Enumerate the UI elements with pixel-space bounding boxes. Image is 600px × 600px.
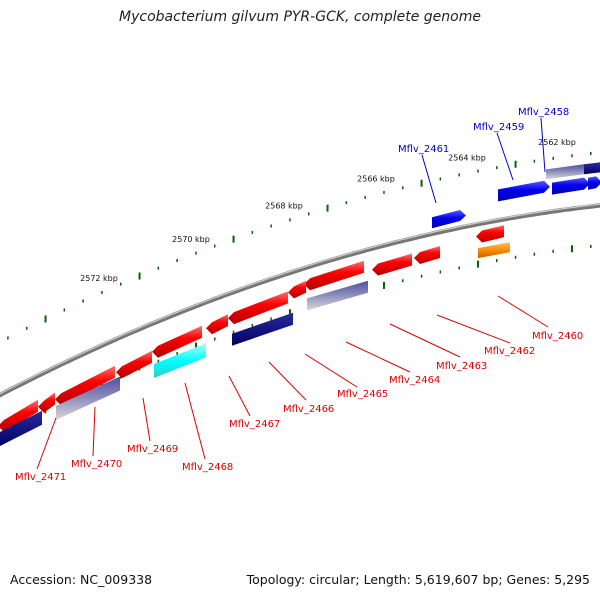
cds-box-navy bbox=[0, 410, 42, 446]
leader-line bbox=[389, 323, 461, 358]
gene-label-red: Mflv_2468 bbox=[182, 462, 233, 473]
gene-arrow-red bbox=[116, 350, 152, 379]
gene-arrow-red bbox=[414, 246, 440, 264]
gene-arrow-blue bbox=[498, 180, 550, 202]
gene-arrow-red bbox=[206, 314, 228, 335]
gene-label-red: Mflv_2466 bbox=[283, 404, 334, 415]
kbp-label: 2566 kbp bbox=[357, 175, 395, 184]
gene-label-red: Mflv_2462 bbox=[484, 346, 535, 357]
cds-box-grey bbox=[56, 376, 120, 420]
topology-text: Topology: circular; Length: 5,619,607 bp… bbox=[246, 572, 590, 587]
leader-line bbox=[92, 406, 96, 457]
leader-line bbox=[345, 341, 411, 373]
gene-label-red: Mflv_2467 bbox=[229, 419, 280, 430]
leader-line bbox=[304, 353, 358, 388]
cds-box-navy bbox=[232, 312, 293, 346]
gene-label-blue: Mflv_2461 bbox=[398, 144, 449, 155]
gene-arrow-red bbox=[152, 325, 202, 358]
kbp-label: 2564 kbp bbox=[448, 153, 486, 162]
kbp-label: 2568 kbp bbox=[265, 202, 303, 211]
cds-box-grey bbox=[307, 280, 368, 311]
gene-arrow-blue bbox=[552, 177, 590, 195]
leader-line bbox=[184, 382, 206, 460]
gene-label-blue: Mflv_2458 bbox=[518, 107, 569, 118]
leader-line bbox=[540, 117, 546, 173]
gene-label-red: Mflv_2464 bbox=[389, 375, 440, 386]
gene-label-red: Mflv_2463 bbox=[436, 361, 487, 372]
kbp-label: 2562 kbp bbox=[538, 138, 576, 147]
label-leaders bbox=[36, 117, 549, 470]
gene-arrow-red bbox=[38, 392, 55, 413]
gene-arrow-red bbox=[372, 253, 412, 276]
backbone-line bbox=[0, 203, 600, 398]
gene-arrow-red bbox=[228, 291, 288, 325]
gene-label-blue: Mflv_2459 bbox=[473, 122, 524, 133]
leader-line bbox=[268, 361, 307, 401]
kbp-labels: 2562 kbp 2564 kbp 2566 kbp 2568 kbp 2570 kbp… bbox=[80, 138, 576, 283]
kbp-label: 2572 kbp bbox=[80, 274, 118, 283]
cds-box-orange bbox=[478, 242, 510, 259]
cds-box-grey bbox=[546, 164, 584, 180]
gene-arrow-red bbox=[304, 260, 364, 291]
gene-arrow-blue bbox=[432, 210, 466, 229]
gene-labels: Mflv_2458 Mflv_2459 Mflv_2461 Mflv_2460 Mflv… bbox=[15, 107, 583, 483]
gene-label-red: Mflv_2469 bbox=[127, 444, 178, 455]
gene-label-red: Mflv_2465 bbox=[337, 389, 388, 400]
leader-line bbox=[228, 375, 251, 417]
gene-label-red: Mflv_2471 bbox=[15, 472, 66, 483]
leader-line bbox=[496, 132, 514, 181]
genome-title: Mycobacterium gilvum PYR-GCK, complete g… bbox=[119, 9, 481, 25]
leader-line bbox=[421, 154, 437, 204]
accession-text: Accession: NC_009338 bbox=[10, 572, 153, 587]
cds-box-cyan bbox=[154, 343, 206, 378]
gene-features bbox=[0, 162, 600, 446]
leader-line bbox=[36, 417, 57, 470]
gene-arrow-blue bbox=[588, 176, 600, 190]
leader-line bbox=[497, 295, 549, 328]
cds-box-navy bbox=[584, 162, 600, 175]
gene-label-red: Mflv_2470 bbox=[71, 459, 122, 470]
gene-arrow-red bbox=[0, 399, 38, 432]
leader-line bbox=[436, 314, 511, 344]
leader-line bbox=[142, 397, 151, 442]
genome-backbone bbox=[0, 203, 600, 398]
kbp-label: 2570 kbp bbox=[172, 235, 210, 244]
gene-arrow-red bbox=[55, 365, 115, 406]
gene-arrow-red bbox=[476, 225, 504, 243]
gene-arrow-red bbox=[288, 280, 306, 299]
backbone-highlight bbox=[0, 203, 600, 395]
gene-label-red: Mflv_2460 bbox=[532, 331, 583, 342]
